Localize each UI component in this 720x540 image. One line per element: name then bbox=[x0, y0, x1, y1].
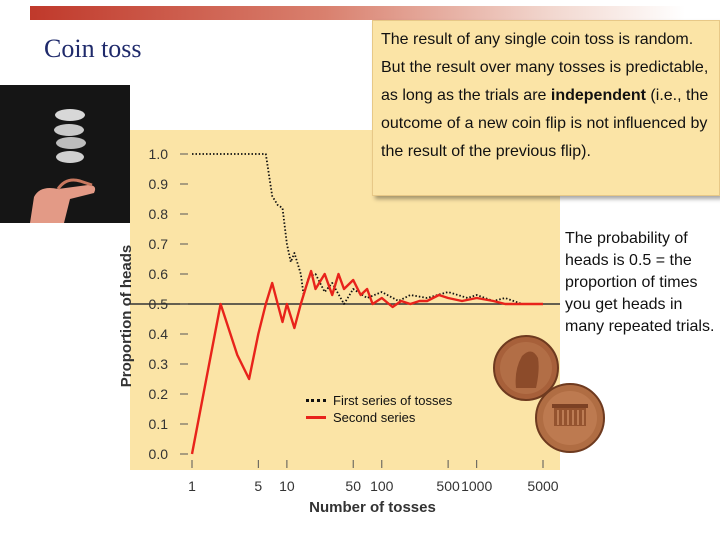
y-tick-label: 0.3 bbox=[149, 356, 169, 372]
chart-legend: First series of tosses Second series bbox=[306, 392, 452, 426]
y-tick-label: 0.4 bbox=[149, 326, 169, 342]
y-tick-label: 0.0 bbox=[149, 446, 169, 462]
legend-swatch-dotted bbox=[306, 399, 326, 402]
callout-bold-term: independent bbox=[550, 87, 646, 104]
x-tick-label: 10 bbox=[279, 478, 295, 494]
legend-item-second-series: Second series bbox=[306, 409, 452, 426]
y-tick-label: 0.6 bbox=[149, 266, 169, 282]
callout-text-tail: (i.e., the outcome of a new coin flip is… bbox=[381, 87, 709, 160]
x-tick-label: 5 bbox=[254, 478, 262, 494]
coin-toss-photo bbox=[0, 85, 130, 223]
probability-note: The probability of heads is 0.5 = the pr… bbox=[565, 230, 715, 335]
y-tick-label: 0.7 bbox=[149, 236, 169, 252]
x-tick-label: 500 bbox=[436, 478, 460, 494]
legend-label: First series of tosses bbox=[333, 393, 453, 408]
x-tick-label: 5000 bbox=[527, 478, 558, 494]
x-tick-label: 1000 bbox=[461, 478, 492, 494]
y-axis-label: Proportion of heads bbox=[118, 245, 135, 388]
y-tick-label: 0.8 bbox=[149, 206, 169, 222]
legend-item-first-series: First series of tosses bbox=[306, 392, 452, 409]
y-tick-label: 0.5 bbox=[149, 296, 169, 312]
x-tick-label: 1 bbox=[188, 478, 196, 494]
legend-label: Second series bbox=[333, 410, 416, 425]
y-tick-label: 0.1 bbox=[149, 416, 169, 432]
independence-callout: The result of any single coin toss is ra… bbox=[372, 20, 720, 196]
y-tick-label: 0.9 bbox=[149, 176, 169, 192]
title-accent-bar bbox=[30, 6, 685, 20]
x-tick-label: 100 bbox=[370, 478, 394, 494]
callout-text: The result of any single coin toss is ra… bbox=[381, 31, 709, 104]
y-tick-label: 0.2 bbox=[149, 386, 169, 402]
y-tick-label: 1.0 bbox=[149, 146, 169, 162]
slide-title: Coin toss bbox=[44, 34, 142, 63]
x-axis-label: Number of tosses bbox=[309, 499, 436, 516]
penny-illustration bbox=[493, 335, 605, 453]
x-tick-label: 50 bbox=[345, 478, 361, 494]
legend-swatch-red bbox=[306, 416, 326, 419]
series-line-second bbox=[190, 269, 543, 455]
